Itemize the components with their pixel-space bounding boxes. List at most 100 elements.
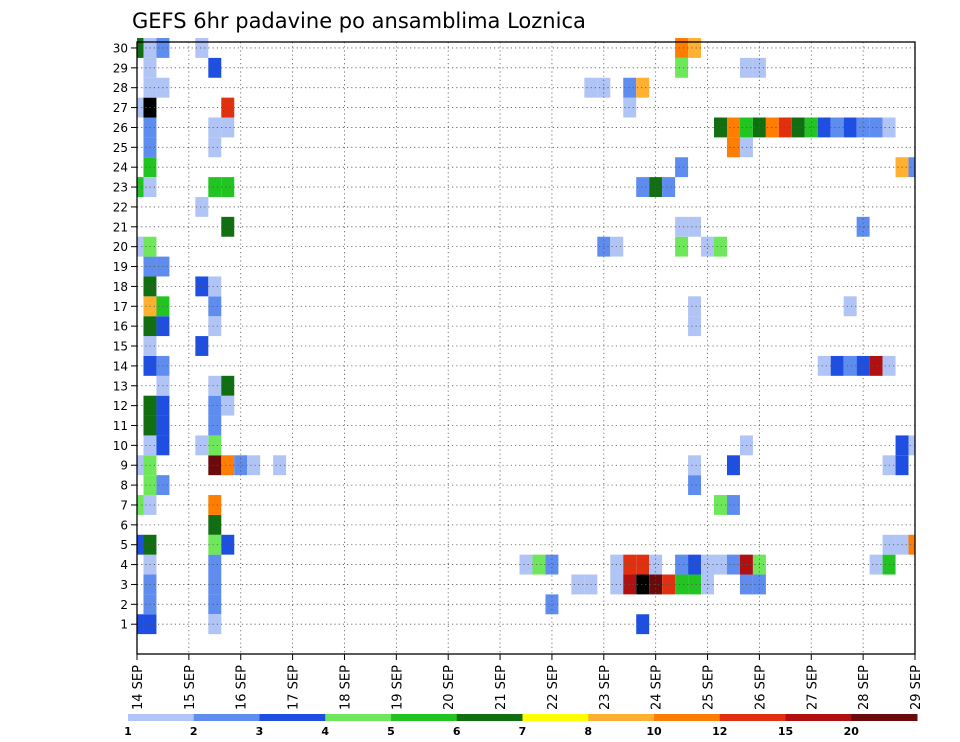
colorbar-label: 8 [584, 725, 592, 738]
precip-cell [221, 216, 235, 237]
precip-cell [675, 574, 689, 595]
precip-cell [208, 57, 222, 78]
colorbar-label: 5 [387, 725, 395, 738]
precip-cell [137, 177, 144, 197]
y-tick-label: 8 [120, 479, 128, 493]
precip-cell [843, 296, 857, 317]
colorbar-label: 6 [453, 725, 461, 738]
colorbar-label: 1 [124, 725, 132, 738]
grid-lines [137, 42, 915, 654]
precip-cell [208, 495, 222, 515]
precip-cell [714, 117, 727, 138]
y-tick-label: 19 [113, 260, 128, 274]
precip-cell [208, 554, 222, 575]
y-tick-label: 3 [120, 578, 128, 592]
precip-cell [778, 117, 792, 138]
precip-cell [195, 196, 209, 217]
precip-cell [208, 375, 222, 396]
precip-cell [662, 177, 676, 197]
x-tick-label: 28 SEP [857, 665, 872, 710]
y-tick-label: 21 [113, 220, 128, 234]
precip-cell [208, 316, 222, 337]
precip-cell [221, 534, 235, 555]
colorbar-swatch [456, 714, 523, 721]
colorbar-label: 4 [321, 725, 329, 738]
y-tick-label: 10 [113, 439, 128, 453]
precip-cell [649, 177, 663, 197]
colorbar-swatch [851, 714, 918, 721]
colorbar-swatch [654, 714, 721, 721]
precip-cell [688, 554, 702, 575]
x-tick-label: 20 SEP [442, 665, 457, 710]
y-tick-label: 20 [113, 240, 128, 254]
precip-cell [856, 117, 870, 138]
y-tick-label: 18 [113, 280, 128, 294]
precip-cell [221, 177, 235, 197]
precip-cell [519, 554, 533, 575]
colorbar-label: 15 [778, 725, 793, 738]
precip-cell [856, 216, 870, 237]
precip-cell [208, 395, 222, 416]
y-axis-ticks: 1234567891011121314151617181920212223242… [113, 41, 137, 632]
y-tick-label: 17 [113, 300, 128, 314]
precip-cell [208, 415, 222, 436]
precip-cell [221, 395, 235, 416]
precip-cell [545, 554, 559, 575]
precip-cell [234, 455, 248, 476]
precip-cell [208, 594, 222, 615]
y-tick-label: 22 [113, 200, 128, 214]
colorbar-label: 12 [712, 725, 727, 738]
precip-cell [636, 614, 650, 635]
precip-cell [636, 177, 650, 197]
precip-cell [791, 117, 805, 138]
x-tick-label: 18 SEP [338, 665, 353, 710]
precip-cell [137, 38, 144, 58]
y-tick-label: 5 [120, 538, 128, 552]
precip-cell [675, 554, 689, 575]
y-tick-label: 25 [113, 141, 128, 155]
y-tick-label: 2 [120, 598, 128, 612]
plot-frame [136, 41, 916, 655]
x-tick-label: 14 SEP [131, 665, 146, 710]
precip-cell [545, 594, 559, 615]
x-tick-label: 24 SEP [650, 665, 665, 710]
precip-cell [675, 157, 689, 178]
colorbar-label: 20 [844, 725, 860, 738]
precip-cell [208, 614, 222, 635]
precip-cell [636, 574, 650, 595]
precip-cell [688, 216, 702, 237]
y-tick-label: 29 [113, 61, 128, 75]
precip-cell [208, 574, 222, 595]
y-tick-label: 11 [113, 419, 128, 433]
precip-cell [195, 336, 209, 356]
x-tick-label: 29 SEP [909, 665, 924, 710]
precip-cell [208, 296, 222, 317]
y-tick-label: 26 [113, 121, 128, 135]
precip-cell [208, 117, 222, 138]
precip-cell [869, 355, 883, 376]
y-tick-label: 7 [120, 498, 128, 512]
precip-cell [830, 355, 844, 376]
precip-cell [688, 38, 702, 58]
y-tick-label: 13 [113, 379, 128, 393]
precip-cell [221, 97, 235, 118]
y-tick-label: 27 [113, 101, 128, 115]
colorbar-label: 7 [519, 725, 527, 738]
precip-cell [675, 236, 689, 257]
precip-cell [675, 216, 689, 237]
precip-cell [662, 574, 676, 595]
precip-cell [247, 455, 261, 476]
y-tick-label: 4 [120, 558, 128, 572]
precip-cell [714, 554, 727, 575]
colorbar-label: 3 [256, 725, 264, 738]
precip-cell [208, 534, 222, 555]
y-tick-label: 9 [120, 459, 128, 473]
x-tick-label: 17 SEP [287, 665, 302, 710]
precip-cell [908, 157, 915, 178]
precip-cell [688, 574, 702, 595]
precip-cell [869, 554, 883, 575]
precip-cell [195, 435, 209, 456]
x-axis-ticks: 14 SEP 15 SEP 16 SEP 17 SEP 18 SEP 19 SEP 20 S… [131, 654, 924, 710]
precip-cell [688, 316, 702, 337]
